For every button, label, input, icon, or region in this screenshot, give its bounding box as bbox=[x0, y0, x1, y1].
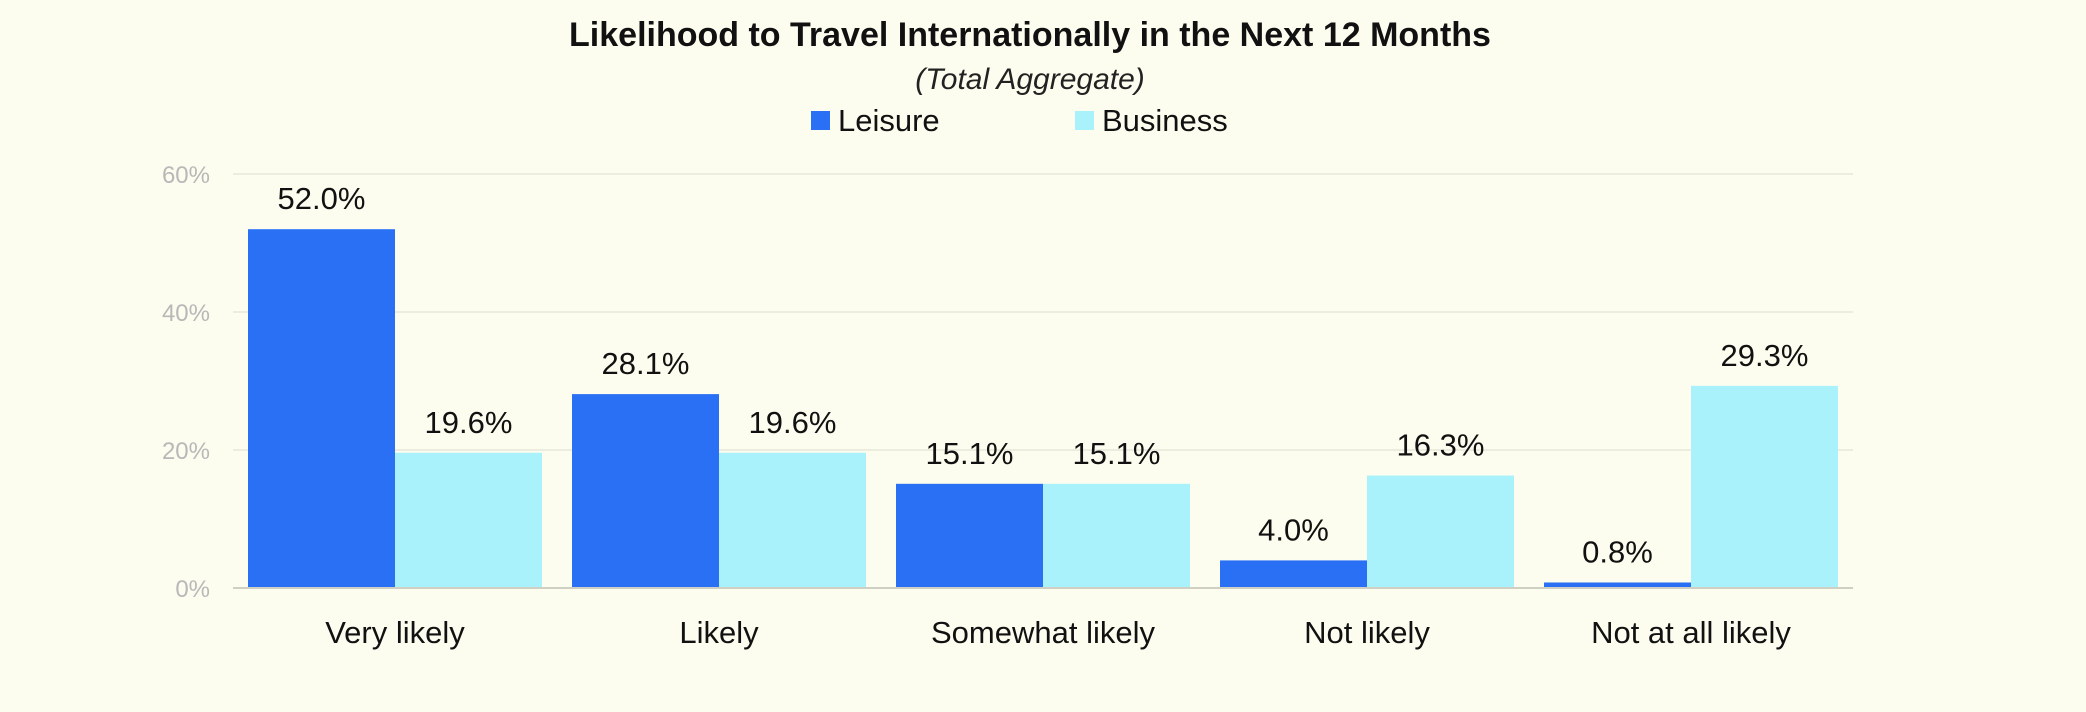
bar-business bbox=[1691, 385, 1838, 588]
data-label-business: 19.6% bbox=[425, 405, 513, 440]
bar-leisure bbox=[248, 229, 395, 588]
data-label-business: 19.6% bbox=[749, 405, 837, 440]
chart-title: Likelihood to Travel Internationally in … bbox=[569, 16, 1491, 54]
bar-leisure bbox=[1544, 582, 1691, 588]
data-label-leisure: 15.1% bbox=[926, 436, 1014, 471]
x-axis-ticks: Very likely Likely Somewhat likely Not like… bbox=[325, 615, 1791, 650]
x-tick-label: Very likely bbox=[325, 615, 465, 650]
data-label-leisure: 0.8% bbox=[1582, 534, 1653, 569]
data-label-leisure: 52.0% bbox=[278, 181, 366, 216]
y-tick-label: 60% bbox=[162, 162, 210, 189]
data-label-leisure: 4.0% bbox=[1258, 512, 1329, 547]
legend-label-business: Business bbox=[1102, 103, 1228, 138]
x-tick-label: Likely bbox=[679, 615, 759, 650]
data-label-business: 16.3% bbox=[1397, 428, 1485, 463]
data-labels: 52.0% 19.6% 28.1% 19.6% 15.1% 15.1% 4.0% 16.3% 0… bbox=[278, 181, 1809, 569]
x-tick-label: Somewhat likely bbox=[931, 615, 1155, 650]
bar-leisure bbox=[1220, 560, 1367, 588]
bar-business bbox=[1043, 483, 1190, 588]
y-tick-label: 40% bbox=[162, 300, 210, 327]
x-tick-label: Not likely bbox=[1304, 615, 1430, 650]
legend-swatch-business bbox=[1075, 111, 1094, 130]
data-label-business: 29.3% bbox=[1721, 338, 1809, 373]
x-tick-label: Not at all likely bbox=[1591, 615, 1791, 650]
legend-swatch-leisure bbox=[811, 111, 830, 130]
bar-leisure bbox=[572, 394, 719, 588]
bars bbox=[248, 229, 1838, 588]
y-tick-label: 0% bbox=[175, 576, 210, 603]
bar-business bbox=[1367, 475, 1514, 588]
gridlines bbox=[233, 173, 1853, 451]
y-axis-ticks: 0% 20% 40% 60% bbox=[162, 162, 210, 603]
data-label-leisure: 28.1% bbox=[602, 346, 690, 381]
bar-business bbox=[395, 452, 542, 588]
bar-business bbox=[719, 452, 866, 588]
data-label-business: 15.1% bbox=[1073, 436, 1161, 471]
legend: Leisure Business bbox=[811, 103, 1228, 138]
legend-label-leisure: Leisure bbox=[838, 103, 940, 138]
y-tick-label: 20% bbox=[162, 438, 210, 465]
bar-leisure bbox=[896, 483, 1043, 588]
chart-subtitle: (Total Aggregate) bbox=[915, 63, 1145, 96]
